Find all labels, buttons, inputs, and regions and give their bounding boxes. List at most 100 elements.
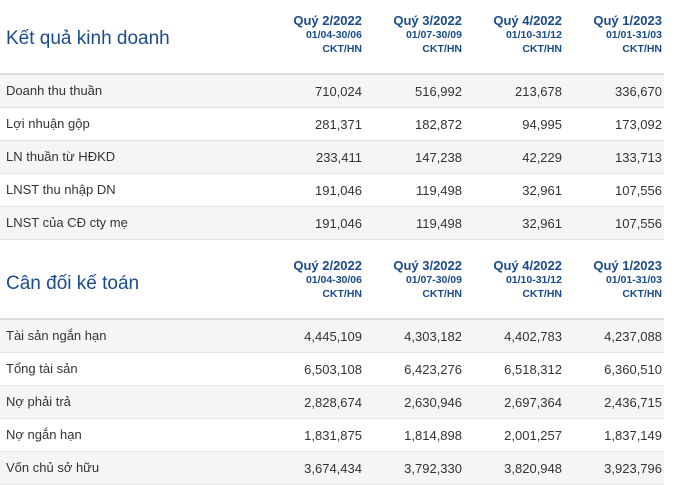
cell-value: 32,961: [522, 183, 562, 198]
column-header-q1-2023[interactable]: Quý 1/2023 01/01-31/03 CKT/HN: [562, 258, 662, 301]
column-header-q3-2022[interactable]: Quý 3/2022 01/07-30/09 CKT/HN: [362, 13, 462, 56]
column-quarter: Quý 4/2022: [493, 258, 562, 273]
cell-value: 6,503,108: [304, 362, 362, 377]
row-label: Doanh thu thuần: [6, 83, 103, 98]
cell-value: 213,678: [515, 84, 562, 99]
column-quarter: Quý 1/2023: [593, 13, 662, 28]
business-results-section: Kết quả kinh doanh Quý 2/2022 01/04-30/0…: [0, 0, 664, 240]
row-label: Tài sản ngắn hạn: [6, 328, 107, 343]
cell-value: 6,423,276: [404, 362, 462, 377]
row-label: LN thuần từ HĐKD: [6, 149, 116, 164]
cell-value: 119,498: [415, 183, 462, 198]
cell-value: 3,674,434: [304, 461, 362, 476]
cell-value: 3,792,330: [404, 461, 462, 476]
column-dates: 01/01-31/03: [605, 274, 662, 286]
cell-value: 710,024: [315, 84, 362, 99]
column-header-q2-2022[interactable]: Quý 2/2022 01/04-30/06 CKT/HN: [262, 258, 362, 301]
row-label: LNST thu nhập DN: [6, 182, 116, 197]
column-header-q4-2022[interactable]: Quý 4/2022 01/10-31/12 CKT/HN: [462, 258, 562, 301]
cell-value: 1,837,149: [604, 428, 662, 443]
cell-value: 1,814,898: [404, 428, 462, 443]
cell-value: 2,436,715: [604, 395, 662, 410]
table-row: Nợ phải trả 2,828,674 2,630,946 2,697,36…: [0, 386, 664, 419]
cell-value: 107,556: [615, 183, 662, 198]
cell-value: 6,518,312: [504, 362, 562, 377]
row-label: Nợ phải trả: [6, 394, 71, 409]
cell-value: 4,237,088: [604, 329, 662, 344]
cell-value: 4,445,109: [304, 329, 362, 344]
cell-value: 119,498: [415, 216, 462, 231]
cell-value: 182,872: [415, 117, 462, 132]
cell-value: 133,713: [615, 150, 662, 165]
cell-value: 94,995: [522, 117, 562, 132]
cell-value: 191,046: [315, 216, 362, 231]
cell-value: 2,697,364: [504, 395, 562, 410]
column-quarter: Quý 3/2022: [393, 258, 462, 273]
cell-value: 107,556: [615, 216, 662, 231]
cell-value: 516,992: [415, 84, 462, 99]
column-unit: CKT/HN: [422, 43, 462, 55]
row-label: LNST của CĐ cty mẹ: [6, 215, 128, 230]
row-label: Tổng tài sản: [6, 361, 78, 376]
column-dates: 01/04-30/06: [305, 274, 362, 286]
column-quarter: Quý 3/2022: [393, 13, 462, 28]
table-row: Doanh thu thuần 710,024 516,992 213,678 …: [0, 75, 664, 108]
business-results-header: Kết quả kinh doanh Quý 2/2022 01/04-30/0…: [0, 0, 664, 73]
column-unit: CKT/HN: [322, 288, 362, 300]
cell-value: 2,630,946: [404, 395, 462, 410]
column-header-q1-2023[interactable]: Quý 1/2023 01/01-31/03 CKT/HN: [562, 13, 662, 56]
table-row: Tài sản ngắn hạn 4,445,109 4,303,182 4,4…: [0, 320, 664, 353]
column-unit: CKT/HN: [322, 43, 362, 55]
cell-value: 3,923,796: [604, 461, 662, 476]
table-row: Nợ ngắn hạn 1,831,875 1,814,898 2,001,25…: [0, 419, 664, 452]
balance-sheet-section: Cân đối kế toán Quý 2/2022 01/04-30/06 C…: [0, 245, 664, 485]
column-dates: 01/01-31/03: [605, 29, 662, 41]
table-row: LNST thu nhập DN 191,046 119,498 32,961 …: [0, 174, 664, 207]
column-unit: CKT/HN: [622, 288, 662, 300]
column-quarter: Quý 2/2022: [293, 258, 362, 273]
cell-value: 281,371: [315, 117, 362, 132]
cell-value: 2,828,674: [304, 395, 362, 410]
cell-value: 4,402,783: [504, 329, 562, 344]
table-row: Lợi nhuận gộp 281,371 182,872 94,995 173…: [0, 108, 664, 141]
row-label: Lợi nhuận gộp: [6, 116, 90, 131]
column-header-q2-2022[interactable]: Quý 2/2022 01/04-30/06 CKT/HN: [262, 13, 362, 56]
table-row: LN thuần từ HĐKD 233,411 147,238 42,229 …: [0, 141, 664, 174]
cell-value: 1,831,875: [304, 428, 362, 443]
column-unit: CKT/HN: [522, 43, 562, 55]
column-dates: 01/04-30/06: [305, 29, 362, 41]
cell-value: 6,360,510: [604, 362, 662, 377]
balance-sheet-header: Cân đối kế toán Quý 2/2022 01/04-30/06 C…: [0, 245, 664, 318]
cell-value: 336,670: [615, 84, 662, 99]
column-header-q4-2022[interactable]: Quý 4/2022 01/10-31/12 CKT/HN: [462, 13, 562, 56]
column-quarter: Quý 1/2023: [593, 258, 662, 273]
cell-value: 32,961: [522, 216, 562, 231]
cell-value: 42,229: [522, 150, 562, 165]
column-quarter: Quý 2/2022: [293, 13, 362, 28]
table-row: LNST của CĐ cty mẹ 191,046 119,498 32,96…: [0, 207, 664, 240]
column-dates: 01/07-30/09: [405, 274, 462, 286]
column-unit: CKT/HN: [622, 43, 662, 55]
business-results-table: Doanh thu thuần 710,024 516,992 213,678 …: [0, 73, 664, 240]
business-results-title: Kết quả kinh doanh: [6, 28, 170, 49]
column-dates: 01/10-31/12: [505, 274, 562, 286]
cell-value: 173,092: [615, 117, 662, 132]
table-row: Vốn chủ sở hữu 3,674,434 3,792,330 3,820…: [0, 452, 664, 485]
table-row: Tổng tài sản 6,503,108 6,423,276 6,518,3…: [0, 353, 664, 386]
cell-value: 147,238: [415, 150, 462, 165]
row-label: Vốn chủ sở hữu: [6, 460, 100, 475]
column-dates: 01/07-30/09: [405, 29, 462, 41]
column-unit: CKT/HN: [422, 288, 462, 300]
cell-value: 233,411: [315, 150, 362, 165]
cell-value: 4,303,182: [404, 329, 462, 344]
cell-value: 191,046: [315, 183, 362, 198]
balance-sheet-table: Tài sản ngắn hạn 4,445,109 4,303,182 4,4…: [0, 318, 664, 485]
column-dates: 01/10-31/12: [505, 29, 562, 41]
column-unit: CKT/HN: [522, 288, 562, 300]
row-label: Nợ ngắn hạn: [6, 427, 82, 442]
column-header-q3-2022[interactable]: Quý 3/2022 01/07-30/09 CKT/HN: [362, 258, 462, 301]
cell-value: 2,001,257: [504, 428, 562, 443]
cell-value: 3,820,948: [504, 461, 562, 476]
column-quarter: Quý 4/2022: [493, 13, 562, 28]
balance-sheet-title: Cân đối kế toán: [6, 273, 140, 294]
